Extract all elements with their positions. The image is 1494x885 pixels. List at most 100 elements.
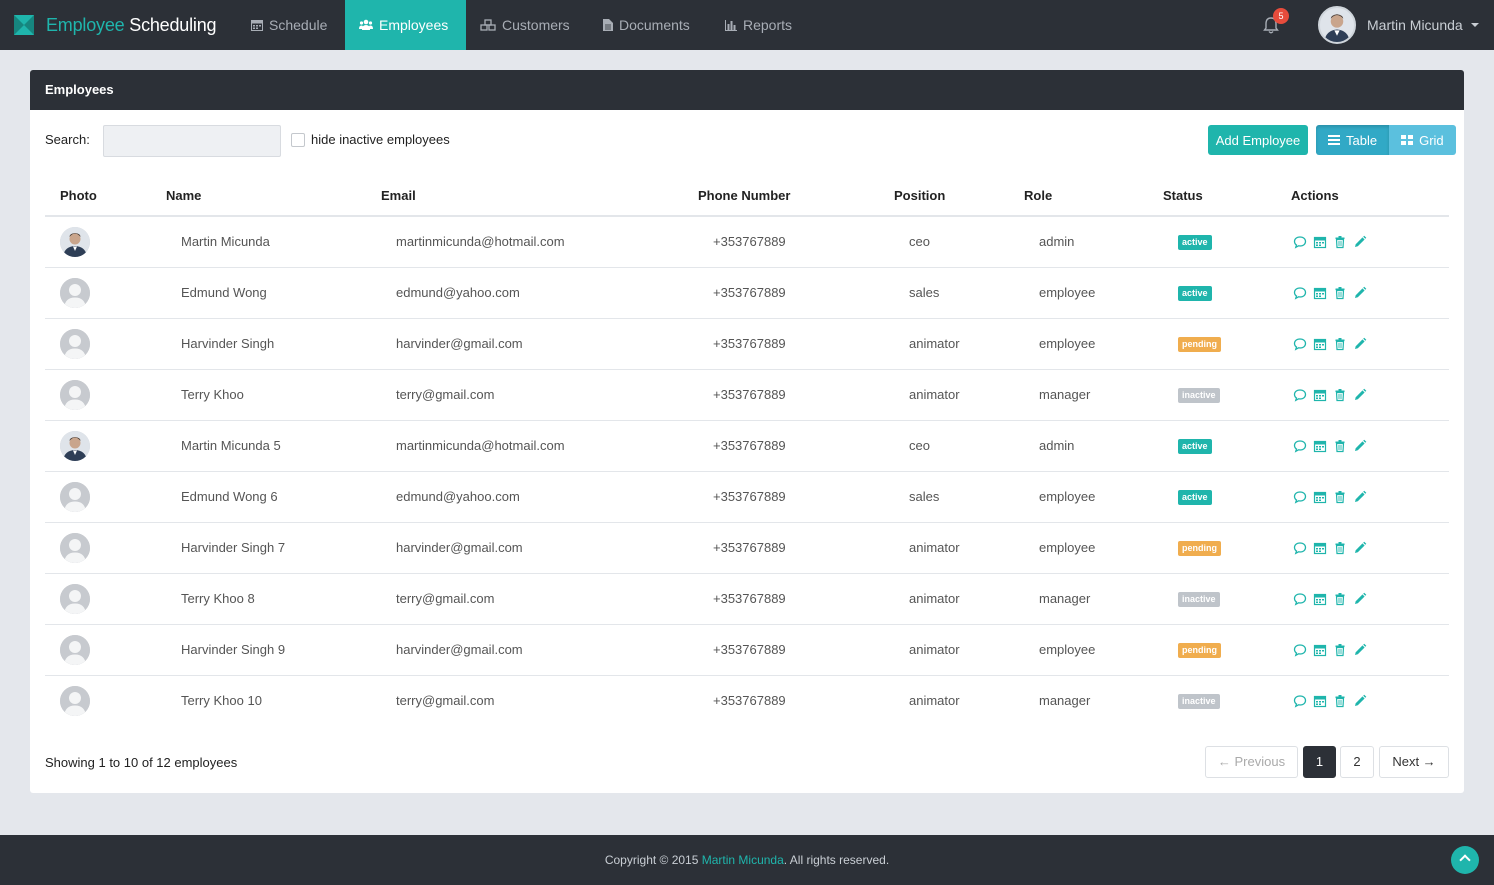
- table-row[interactable]: Harvinder Singh 9 harvinder@gmail.com +353…: [45, 625, 1449, 676]
- trash-icon[interactable]: [1333, 643, 1347, 657]
- column-header-email[interactable]: Email: [381, 188, 416, 203]
- table-row[interactable]: Edmund Wong 6 edmund@yahoo.com +353767889 s…: [45, 472, 1449, 523]
- calendar-icon[interactable]: [1313, 286, 1327, 300]
- calendar-icon[interactable]: [1313, 235, 1327, 249]
- page-1-button[interactable]: 1: [1303, 746, 1336, 778]
- brand-title: Employee Scheduling: [46, 14, 217, 36]
- column-header-position[interactable]: Position: [894, 188, 946, 203]
- user-avatar[interactable]: [1318, 6, 1356, 44]
- add-employee-button[interactable]: Add Employee: [1208, 125, 1308, 155]
- nav-employees[interactable]: Employees: [345, 0, 466, 50]
- comment-icon[interactable]: [1293, 439, 1307, 453]
- pencil-icon[interactable]: [1353, 388, 1367, 402]
- brand-part-1: Employee: [46, 14, 125, 35]
- table-row[interactable]: Edmund Wong edmund@yahoo.com +353767889 sal…: [45, 268, 1449, 319]
- pencil-icon[interactable]: [1353, 337, 1367, 351]
- employee-email: harvinder@gmail.com: [396, 642, 523, 657]
- user-name[interactable]: Martin Micunda: [1367, 17, 1463, 33]
- grid-icon: [1401, 135, 1414, 145]
- calendar-icon[interactable]: [1313, 541, 1327, 555]
- pencil-icon[interactable]: [1353, 439, 1367, 453]
- status-badge: pending: [1178, 337, 1221, 352]
- employee-role: admin: [1039, 234, 1075, 249]
- list-icon: [1328, 135, 1340, 145]
- trash-icon[interactable]: [1333, 694, 1347, 708]
- table-row[interactable]: Terry Khoo terry@gmail.com +353767889 anima…: [45, 370, 1449, 421]
- calendar-icon[interactable]: [1313, 490, 1327, 504]
- brand[interactable]: Employee Scheduling: [14, 0, 217, 50]
- next-page-button[interactable]: Next →: [1379, 746, 1449, 778]
- pagination-summary: Showing 1 to 10 of 12 employees: [45, 755, 238, 770]
- employee-email: harvinder@gmail.com: [396, 540, 523, 555]
- pencil-icon[interactable]: [1353, 643, 1367, 657]
- status-badge: inactive: [1178, 388, 1220, 403]
- employee-email: harvinder@gmail.com: [396, 336, 523, 351]
- comment-icon[interactable]: [1293, 235, 1307, 249]
- comment-icon[interactable]: [1293, 286, 1307, 300]
- pencil-icon[interactable]: [1353, 286, 1367, 300]
- hide-inactive-checkbox[interactable]: [291, 133, 305, 147]
- trash-icon[interactable]: [1333, 337, 1347, 351]
- pencil-icon[interactable]: [1353, 490, 1367, 504]
- table-row[interactable]: Harvinder Singh 7 harvinder@gmail.com +353…: [45, 523, 1449, 574]
- chevron-down-icon[interactable]: [1471, 23, 1479, 27]
- scroll-to-top-button[interactable]: [1451, 846, 1479, 874]
- table-row[interactable]: Martin Micunda martinmicunda@hotmail.com +…: [45, 217, 1449, 268]
- trash-icon[interactable]: [1333, 541, 1347, 555]
- nav-documents[interactable]: Documents: [589, 0, 704, 50]
- comment-icon[interactable]: [1293, 643, 1307, 657]
- table-view-label: Table: [1346, 132, 1378, 148]
- trash-icon[interactable]: [1333, 439, 1347, 453]
- table-row[interactable]: Harvinder Singh harvinder@gmail.com +35376…: [45, 319, 1449, 370]
- pencil-icon[interactable]: [1353, 235, 1367, 249]
- comment-icon[interactable]: [1293, 541, 1307, 555]
- user-photo-icon: [1320, 8, 1354, 42]
- comment-icon[interactable]: [1293, 694, 1307, 708]
- nav-reports[interactable]: Reports: [711, 0, 806, 50]
- trash-icon[interactable]: [1333, 286, 1347, 300]
- employee-name: Edmund Wong: [181, 285, 267, 300]
- calendar-icon[interactable]: [1313, 388, 1327, 402]
- previous-page-button[interactable]: ← Previous: [1205, 746, 1298, 778]
- trash-icon[interactable]: [1333, 388, 1347, 402]
- column-header-status[interactable]: Status: [1163, 188, 1203, 203]
- comment-icon[interactable]: [1293, 337, 1307, 351]
- author-link[interactable]: Martin Micunda: [701, 853, 784, 867]
- calendar-icon[interactable]: [1313, 592, 1327, 606]
- calendar-icon[interactable]: [1313, 439, 1327, 453]
- pencil-icon[interactable]: [1353, 592, 1367, 606]
- grid-view-button[interactable]: Grid: [1389, 125, 1456, 155]
- employee-name: Terry Khoo 8: [181, 591, 255, 606]
- column-header-role[interactable]: Role: [1024, 188, 1053, 203]
- table-row[interactable]: Terry Khoo 8 terry@gmail.com +353767889 ani…: [45, 574, 1449, 625]
- trash-icon[interactable]: [1333, 592, 1347, 606]
- page-2-button[interactable]: 2: [1340, 746, 1374, 778]
- nav-customers-label: Customers: [502, 17, 570, 33]
- employee-phone: +353767889: [713, 540, 786, 555]
- column-header-phone[interactable]: Phone Number: [698, 188, 791, 203]
- calendar-icon[interactable]: [1313, 337, 1327, 351]
- column-header-photo[interactable]: Photo: [60, 188, 97, 203]
- table-row[interactable]: Terry Khoo 10 terry@gmail.com +353767889 an…: [45, 676, 1449, 727]
- comment-icon[interactable]: [1293, 490, 1307, 504]
- nav-schedule-label: Schedule: [269, 17, 328, 33]
- calendar-icon[interactable]: [1313, 694, 1327, 708]
- trash-icon[interactable]: [1333, 235, 1347, 249]
- employee-email: edmund@yahoo.com: [396, 285, 520, 300]
- pencil-icon[interactable]: [1353, 541, 1367, 555]
- pencil-icon[interactable]: [1353, 694, 1367, 708]
- table-view-button[interactable]: Table: [1316, 125, 1390, 155]
- comment-icon[interactable]: [1293, 592, 1307, 606]
- calendar-icon[interactable]: [1313, 643, 1327, 657]
- employee-photo: [60, 227, 90, 257]
- employee-email: martinmicunda@hotmail.com: [396, 438, 565, 453]
- trash-icon[interactable]: [1333, 490, 1347, 504]
- comment-icon[interactable]: [1293, 388, 1307, 402]
- nav-customers[interactable]: Customers: [466, 0, 584, 50]
- status-badge: pending: [1178, 643, 1221, 658]
- nav-schedule[interactable]: Schedule: [237, 0, 341, 50]
- hide-inactive-label[interactable]: hide inactive employees: [311, 132, 450, 147]
- search-input[interactable]: [103, 125, 281, 157]
- table-row[interactable]: Martin Micunda 5 martinmicunda@hotmail.co…: [45, 421, 1449, 472]
- column-header-name[interactable]: Name: [166, 188, 202, 203]
